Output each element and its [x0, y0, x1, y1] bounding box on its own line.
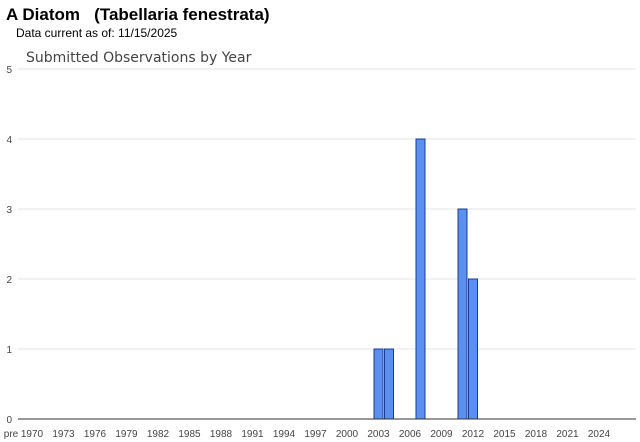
x-tick-label: 1970: [21, 429, 44, 440]
page-title: A Diatom (Tabellaria fenestrata): [6, 5, 270, 24]
bar-2003: [373, 348, 384, 420]
chart-title: Submitted Observations by Year: [26, 50, 252, 66]
x-tick-label: 1997: [304, 429, 327, 440]
x-tick-label: 1976: [84, 429, 107, 440]
x-tick-label: 1994: [273, 429, 296, 440]
x-tick-label: 2021: [556, 429, 579, 440]
y-tick-label: 5: [6, 65, 12, 76]
bar-2007: [415, 138, 426, 420]
x-tick-label: 2018: [525, 429, 548, 440]
x-tick-label: pre: [4, 429, 19, 440]
x-tick-label: 1979: [115, 429, 138, 440]
bar-2011: [457, 208, 468, 420]
x-axis-ticks: pre 1970 1973 1976 1979 1982 1985 1988 1991 1994 1…: [4, 429, 611, 440]
grid-lines: [18, 68, 636, 350]
y-axis-ticks: 0 1 2 3 4 5: [6, 65, 12, 426]
x-tick-label: 2006: [399, 429, 422, 440]
y-tick-label: 1: [6, 345, 12, 356]
x-tick-label: 1985: [178, 429, 201, 440]
x-tick-label: 1991: [241, 429, 264, 440]
x-tick-label: 1988: [210, 429, 233, 440]
y-tick-label: 3: [6, 205, 12, 216]
x-tick-label: 2000: [336, 429, 359, 440]
x-tick-label: 2015: [493, 429, 516, 440]
y-tick-label: 4: [6, 135, 12, 146]
bar-2012: [468, 278, 478, 420]
x-tick-label: 2012: [462, 429, 485, 440]
y-tick-label: 2: [6, 275, 12, 286]
x-tick-label: 2003: [367, 429, 390, 440]
x-tick-label: 2024: [588, 429, 611, 440]
y-tick-label: 0: [6, 415, 12, 426]
x-tick-label: 1973: [52, 429, 75, 440]
bar-2004: [384, 348, 394, 420]
x-tick-label: 2009: [430, 429, 453, 440]
x-tick-label: 1982: [147, 429, 170, 440]
data-current-date: Data current as of: 11/15/2025: [16, 26, 178, 40]
